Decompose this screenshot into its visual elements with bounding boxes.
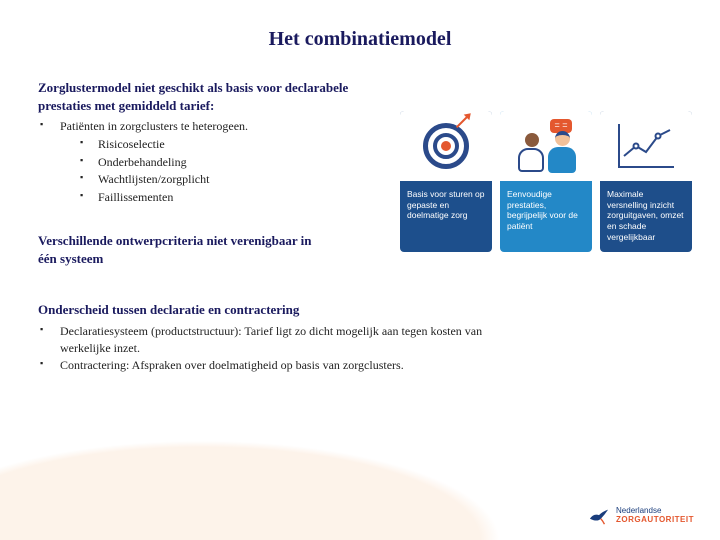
target-icon bbox=[400, 111, 492, 181]
logo: Nederlandse ZORGAUTORITEIT bbox=[588, 506, 694, 526]
people-icon: = = bbox=[500, 111, 592, 181]
slide-title: Het combinatiemodel bbox=[38, 28, 682, 51]
section-1-bullet-text: Patiënten in zorgclusters te heterogeen. bbox=[60, 119, 248, 133]
logo-text: Nederlandse ZORGAUTORITEIT bbox=[616, 507, 694, 525]
info-cards: Basis voor sturen op gepaste en doelmati… bbox=[400, 111, 692, 252]
section-3-item: Declaratiesysteem (productstructuur): Ta… bbox=[38, 323, 518, 358]
card-label: Eenvoudige prestaties, begrijpelijk voor… bbox=[500, 181, 592, 242]
section-1: Zorglustermodel niet geschikt als basis … bbox=[38, 79, 682, 206]
card-inzicht: Maximale versnelling inzicht zorguitgave… bbox=[600, 111, 692, 252]
sub-bullet: Onderbehandeling bbox=[78, 154, 388, 171]
card-label: Basis voor sturen op gepaste en doelmati… bbox=[400, 181, 492, 231]
sub-bullet: Wachtlijsten/zorgplicht bbox=[78, 171, 388, 188]
section-3: Onderscheid tussen declaratie en contrac… bbox=[38, 301, 682, 375]
logo-bird-icon bbox=[588, 506, 610, 526]
card-label: Maximale versnelling inzicht zorguitgave… bbox=[600, 181, 692, 252]
card-basis: Basis voor sturen op gepaste en doelmati… bbox=[400, 111, 492, 252]
section-3-heading: Onderscheid tussen declaratie en contrac… bbox=[38, 301, 682, 319]
sub-bullet: Faillissementen bbox=[78, 189, 388, 206]
section-1-bullet: Patiënten in zorgclusters te heterogeen.… bbox=[38, 118, 388, 206]
linechart-icon bbox=[600, 111, 692, 181]
logo-line2: ZORGAUTORITEIT bbox=[616, 516, 694, 525]
section-1-heading: Zorglustermodel niet geschikt als basis … bbox=[38, 79, 388, 114]
sub-bullet: Risicoselectie bbox=[78, 136, 388, 153]
card-eenvoudig: = = Eenvoudige prestaties, begrijpelijk … bbox=[500, 111, 592, 252]
section-3-item: Contractering: Afspraken over doelmatigh… bbox=[38, 357, 518, 374]
section-2-heading: Verschillende ontwerpcriteria niet veren… bbox=[38, 232, 318, 267]
